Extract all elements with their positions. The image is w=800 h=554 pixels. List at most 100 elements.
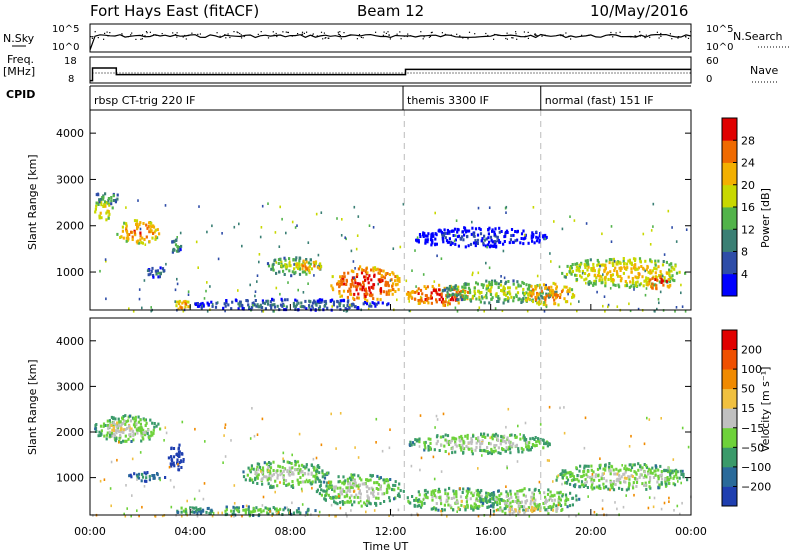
range-gate-cell [544, 286, 547, 290]
range-gate-cell [152, 274, 155, 277]
range-gate-cell [353, 495, 356, 499]
range-gate-cell [112, 421, 115, 425]
range-gate-cell [297, 481, 300, 485]
range-gate-cell [564, 300, 568, 304]
range-gate-cell [284, 479, 288, 483]
range-gate-cell [189, 506, 192, 510]
range-gate-cell [488, 301, 491, 305]
time-axis-label: Time UT [362, 540, 408, 553]
range-gate-cell [301, 463, 304, 467]
range-gate-cell [151, 266, 154, 270]
range-gate-cell [607, 465, 611, 469]
range-gate-cell [518, 510, 521, 514]
range-gate-cell [654, 262, 657, 266]
range-gate-cell [591, 481, 594, 485]
range-gate-cell [354, 446, 356, 449]
range-gate-cell [351, 485, 354, 489]
range-gate-cell [505, 211, 507, 214]
range-gate-cell [655, 284, 658, 288]
nsearch-point [241, 37, 243, 39]
range-gate-cell [137, 415, 140, 419]
nsearch-point [687, 37, 690, 39]
range-gate-cell [569, 475, 572, 478]
range-gate-cell [612, 480, 615, 483]
range-gate-cell [135, 422, 138, 426]
nsearch-point [182, 36, 184, 38]
range-gate-cell [620, 475, 623, 479]
range-gate-cell [139, 221, 142, 225]
range-gate-cell [376, 474, 379, 478]
range-gate-cell [506, 292, 509, 295]
range-gate-cell [195, 508, 198, 512]
range-gate-cell [497, 300, 500, 303]
range-gate-cell [237, 506, 240, 510]
range-gate-cell [152, 428, 155, 432]
range-gate-cell [436, 439, 439, 443]
range-gate-cell [241, 307, 244, 310]
range-gate-cell [417, 238, 420, 242]
range-gate-cell [531, 231, 534, 235]
range-gate-cell [430, 243, 433, 247]
range-gate-cell [652, 283, 655, 287]
range-gate-cell [441, 232, 444, 236]
range-gate-cell [516, 492, 519, 496]
range-gate-cell [339, 412, 342, 415]
range-gate-cell [391, 292, 394, 296]
range-gate-cell [457, 285, 460, 289]
range-gate-cell [511, 499, 514, 503]
range-gate-cell [397, 508, 400, 512]
range-gate-cell [516, 291, 520, 295]
range-gate-cell [546, 444, 549, 448]
range-gate-cell [617, 469, 620, 473]
range-gate-cell [529, 499, 533, 503]
nsearch-point [141, 34, 144, 36]
range-gate-cell [341, 481, 344, 485]
range-gate-cell [563, 473, 566, 477]
range-gate-cell [535, 440, 538, 444]
range-gate-cell [329, 486, 332, 490]
range-gate-cell [253, 434, 256, 438]
range-gate-cell [107, 423, 110, 427]
range-gate-cell [544, 233, 547, 237]
range-gate-cell [665, 469, 668, 473]
range-gate-cell [490, 283, 494, 287]
range-gate-cell [178, 299, 181, 303]
range-gate-cell [573, 485, 576, 489]
range-gate-cell [486, 286, 490, 290]
range-gate-cell [602, 477, 605, 480]
range-gate-cell [342, 289, 346, 293]
range-gate-cell [536, 293, 539, 297]
range-gate-cell [503, 289, 506, 293]
range-gate-cell [359, 492, 362, 496]
range-gate-cell [496, 508, 499, 512]
range-gate-cell [95, 193, 98, 197]
range-gate-cell [565, 496, 568, 500]
range-gate-cell [624, 464, 627, 468]
range-gate-cell [500, 498, 503, 502]
range-gate-cell [553, 493, 556, 497]
range-gate-cell [361, 482, 364, 486]
range-gate-cell [649, 468, 652, 472]
range-gate-cell [578, 300, 580, 303]
range-gate-cell [415, 238, 418, 242]
range-gate-cell [484, 435, 487, 439]
range-gate-cell [352, 296, 355, 300]
nsearch-point [301, 31, 304, 33]
range-gate-cell [269, 471, 272, 475]
range-gate-cell [338, 495, 340, 498]
range-gate-cell [480, 291, 483, 294]
range-gate-cell [389, 279, 392, 282]
range-gate-cell [443, 503, 446, 507]
range-gate-cell [222, 461, 224, 464]
range-gate-cell [649, 471, 652, 475]
range-gate-cell [347, 289, 350, 293]
range-gate-cell [315, 469, 318, 473]
range-gate-cell [433, 280, 436, 283]
range-gate-cell [417, 299, 420, 302]
range-gate-cell [479, 228, 482, 232]
range-gate-cell [558, 502, 561, 506]
range-gate-cell [398, 495, 401, 499]
range-gate-cell [625, 284, 629, 288]
range-gate-cell [274, 231, 277, 234]
range-gate-cell [405, 292, 409, 296]
